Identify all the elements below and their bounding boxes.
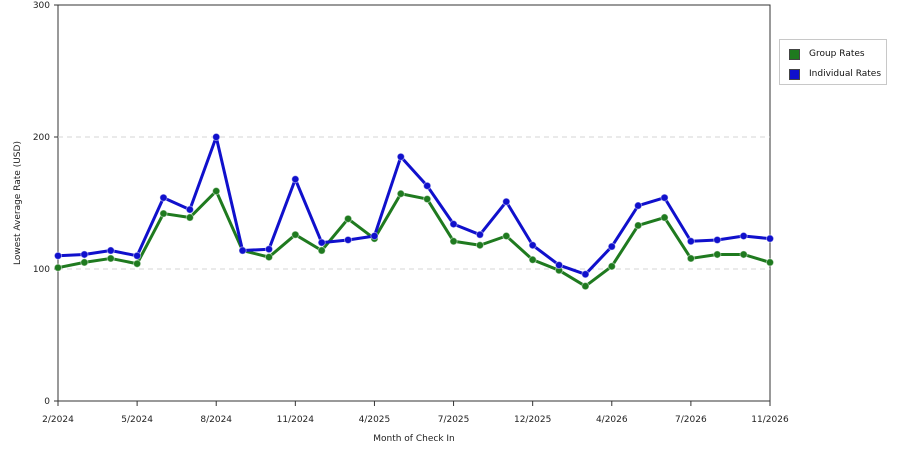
data-point-group [133,259,142,268]
legend-label-individual: Individual Rates [809,69,882,79]
x-tick-label: 4/2025 [359,415,391,425]
y-tick-label: 0 [44,397,50,407]
chart-legend: Group Rates Individual Rates [779,39,887,85]
data-point-individual [475,230,485,239]
data-point-group [713,250,722,259]
data-point-group [423,194,432,204]
y-tick-label: 300 [33,1,50,11]
y-tick-label: 200 [33,133,50,143]
data-point-individual [133,251,142,260]
data-point-individual [765,234,775,243]
y-tick-label: 100 [33,265,50,275]
legend-item-group: Group Rates [789,47,865,61]
data-point-group [528,255,537,264]
x-tick-label: 4/2026 [596,415,628,425]
data-point-individual [106,246,115,255]
data-point-group [264,253,274,262]
legend-item-individual: Individual Rates [789,67,881,81]
series-line-individual [57,135,771,276]
x-axis-title: Month of Check In [373,434,455,444]
data-point-individual [607,242,616,251]
data-point-group [765,258,775,267]
data-point-group [159,209,168,218]
data-point-group [396,189,405,198]
data-point-individual [554,260,564,270]
data-point-individual [581,270,590,279]
data-point-individual [264,245,274,254]
x-tick-label: 11/2026 [751,415,789,425]
grid [57,4,771,402]
x-tick-label: 8/2024 [200,415,232,425]
data-point-group [607,262,616,271]
data-point-individual [528,241,537,250]
x-tick-label: 11/2024 [277,415,315,425]
legend-swatch-individual [789,68,800,80]
data-point-individual [449,220,458,229]
plot-frame [57,4,771,402]
data-point-group [475,241,485,250]
data-point-individual [370,231,379,241]
data-point-group [291,230,300,239]
data-point-individual [317,238,326,247]
x-tick-label: 7/2025 [438,415,470,425]
legend-swatch-group [789,48,800,60]
series-line-group [57,189,771,288]
data-point-group [80,258,89,267]
y-axis: 0 100 200 300 [33,1,58,407]
data-point-individual [396,152,405,161]
data-point-individual [423,181,432,190]
data-point-individual [660,193,669,202]
data-point-individual [634,201,643,210]
data-point-group [343,214,353,223]
data-point-individual [291,175,300,184]
data-point-group [212,187,221,196]
data-point-group [106,254,115,263]
data-point-individual [80,250,89,259]
data-point-individual [53,251,63,260]
data-point-individual [343,235,353,245]
data-point-group [53,263,63,272]
data-point-individual [502,197,511,206]
x-tick-label: 12/2025 [514,415,551,425]
x-tick-label: 2/2024 [42,415,74,425]
data-point-individual [185,205,194,214]
data-point-group [634,221,643,230]
x-tick-label: 7/2026 [675,415,707,425]
data-point-group [317,246,326,255]
legend-label-group: Group Rates [809,49,865,59]
data-point-group [502,231,511,241]
data-point-group [739,250,748,259]
data-point-individual [739,231,748,241]
data-point-individual [713,235,722,245]
x-tick-label: 5/2024 [121,415,153,425]
data-point-group [185,213,194,222]
data-point-individual [212,132,221,142]
data-point-group [581,282,590,291]
data-point-group [660,213,669,222]
data-point-individual [159,193,168,202]
data-point-individual [686,237,695,246]
data-point-individual [238,246,247,255]
y-axis-title: Lowest Average Rate (USD) [13,141,23,265]
series-layer [53,132,775,291]
data-point-group [686,254,695,263]
x-axis: 2/2024 5/2024 8/2024 11/2024 4/2025 7/2025 12/… [42,401,789,425]
data-point-group [449,237,458,246]
